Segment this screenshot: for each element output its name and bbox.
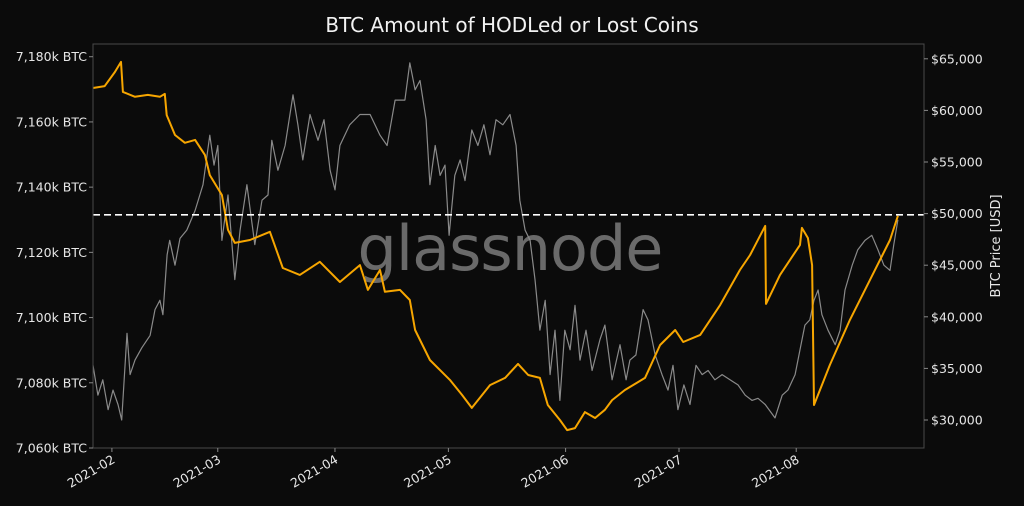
- right-axis-label: BTC Price [USD]: [989, 194, 1004, 297]
- right-tick-label: $45,000: [931, 258, 983, 273]
- left-tick-label: 7,160k BTC: [16, 114, 87, 129]
- chart-title: BTC Amount of HODLed or Lost Coins: [325, 13, 698, 37]
- hodl-series-line: [92, 60, 899, 432]
- watermark: glassnode: [358, 212, 663, 285]
- right-tick-label: $60,000: [931, 103, 983, 118]
- left-tick-label: 7,100k BTC: [16, 310, 87, 325]
- left-tick-label: 7,140k BTC: [16, 180, 87, 195]
- right-tick-label: $50,000: [931, 206, 983, 221]
- right-tick-label: $35,000: [931, 361, 983, 376]
- series-layer: [92, 60, 899, 432]
- left-tick-label: 7,060k BTC: [16, 441, 87, 456]
- left-axis-ticks: 7,060k BTC 7,080k BTC 7,100k BTC 7,120k BTC…: [16, 49, 93, 456]
- left-tick-label: 7,080k BTC: [16, 375, 87, 390]
- plot-frame: [92, 43, 925, 449]
- right-tick-label: $65,000: [931, 51, 983, 66]
- left-tick-label: 7,120k BTC: [16, 245, 87, 260]
- price-series-line: [92, 62, 899, 421]
- right-tick-label: $30,000: [931, 413, 983, 428]
- left-tick-label: 7,180k BTC: [16, 49, 87, 64]
- right-tick-label: $40,000: [931, 309, 983, 324]
- right-axis-ticks: $30,000 $35,000 $40,000 $45,000 $50,000 $55,0…: [924, 51, 983, 428]
- right-tick-label: $55,000: [931, 154, 983, 169]
